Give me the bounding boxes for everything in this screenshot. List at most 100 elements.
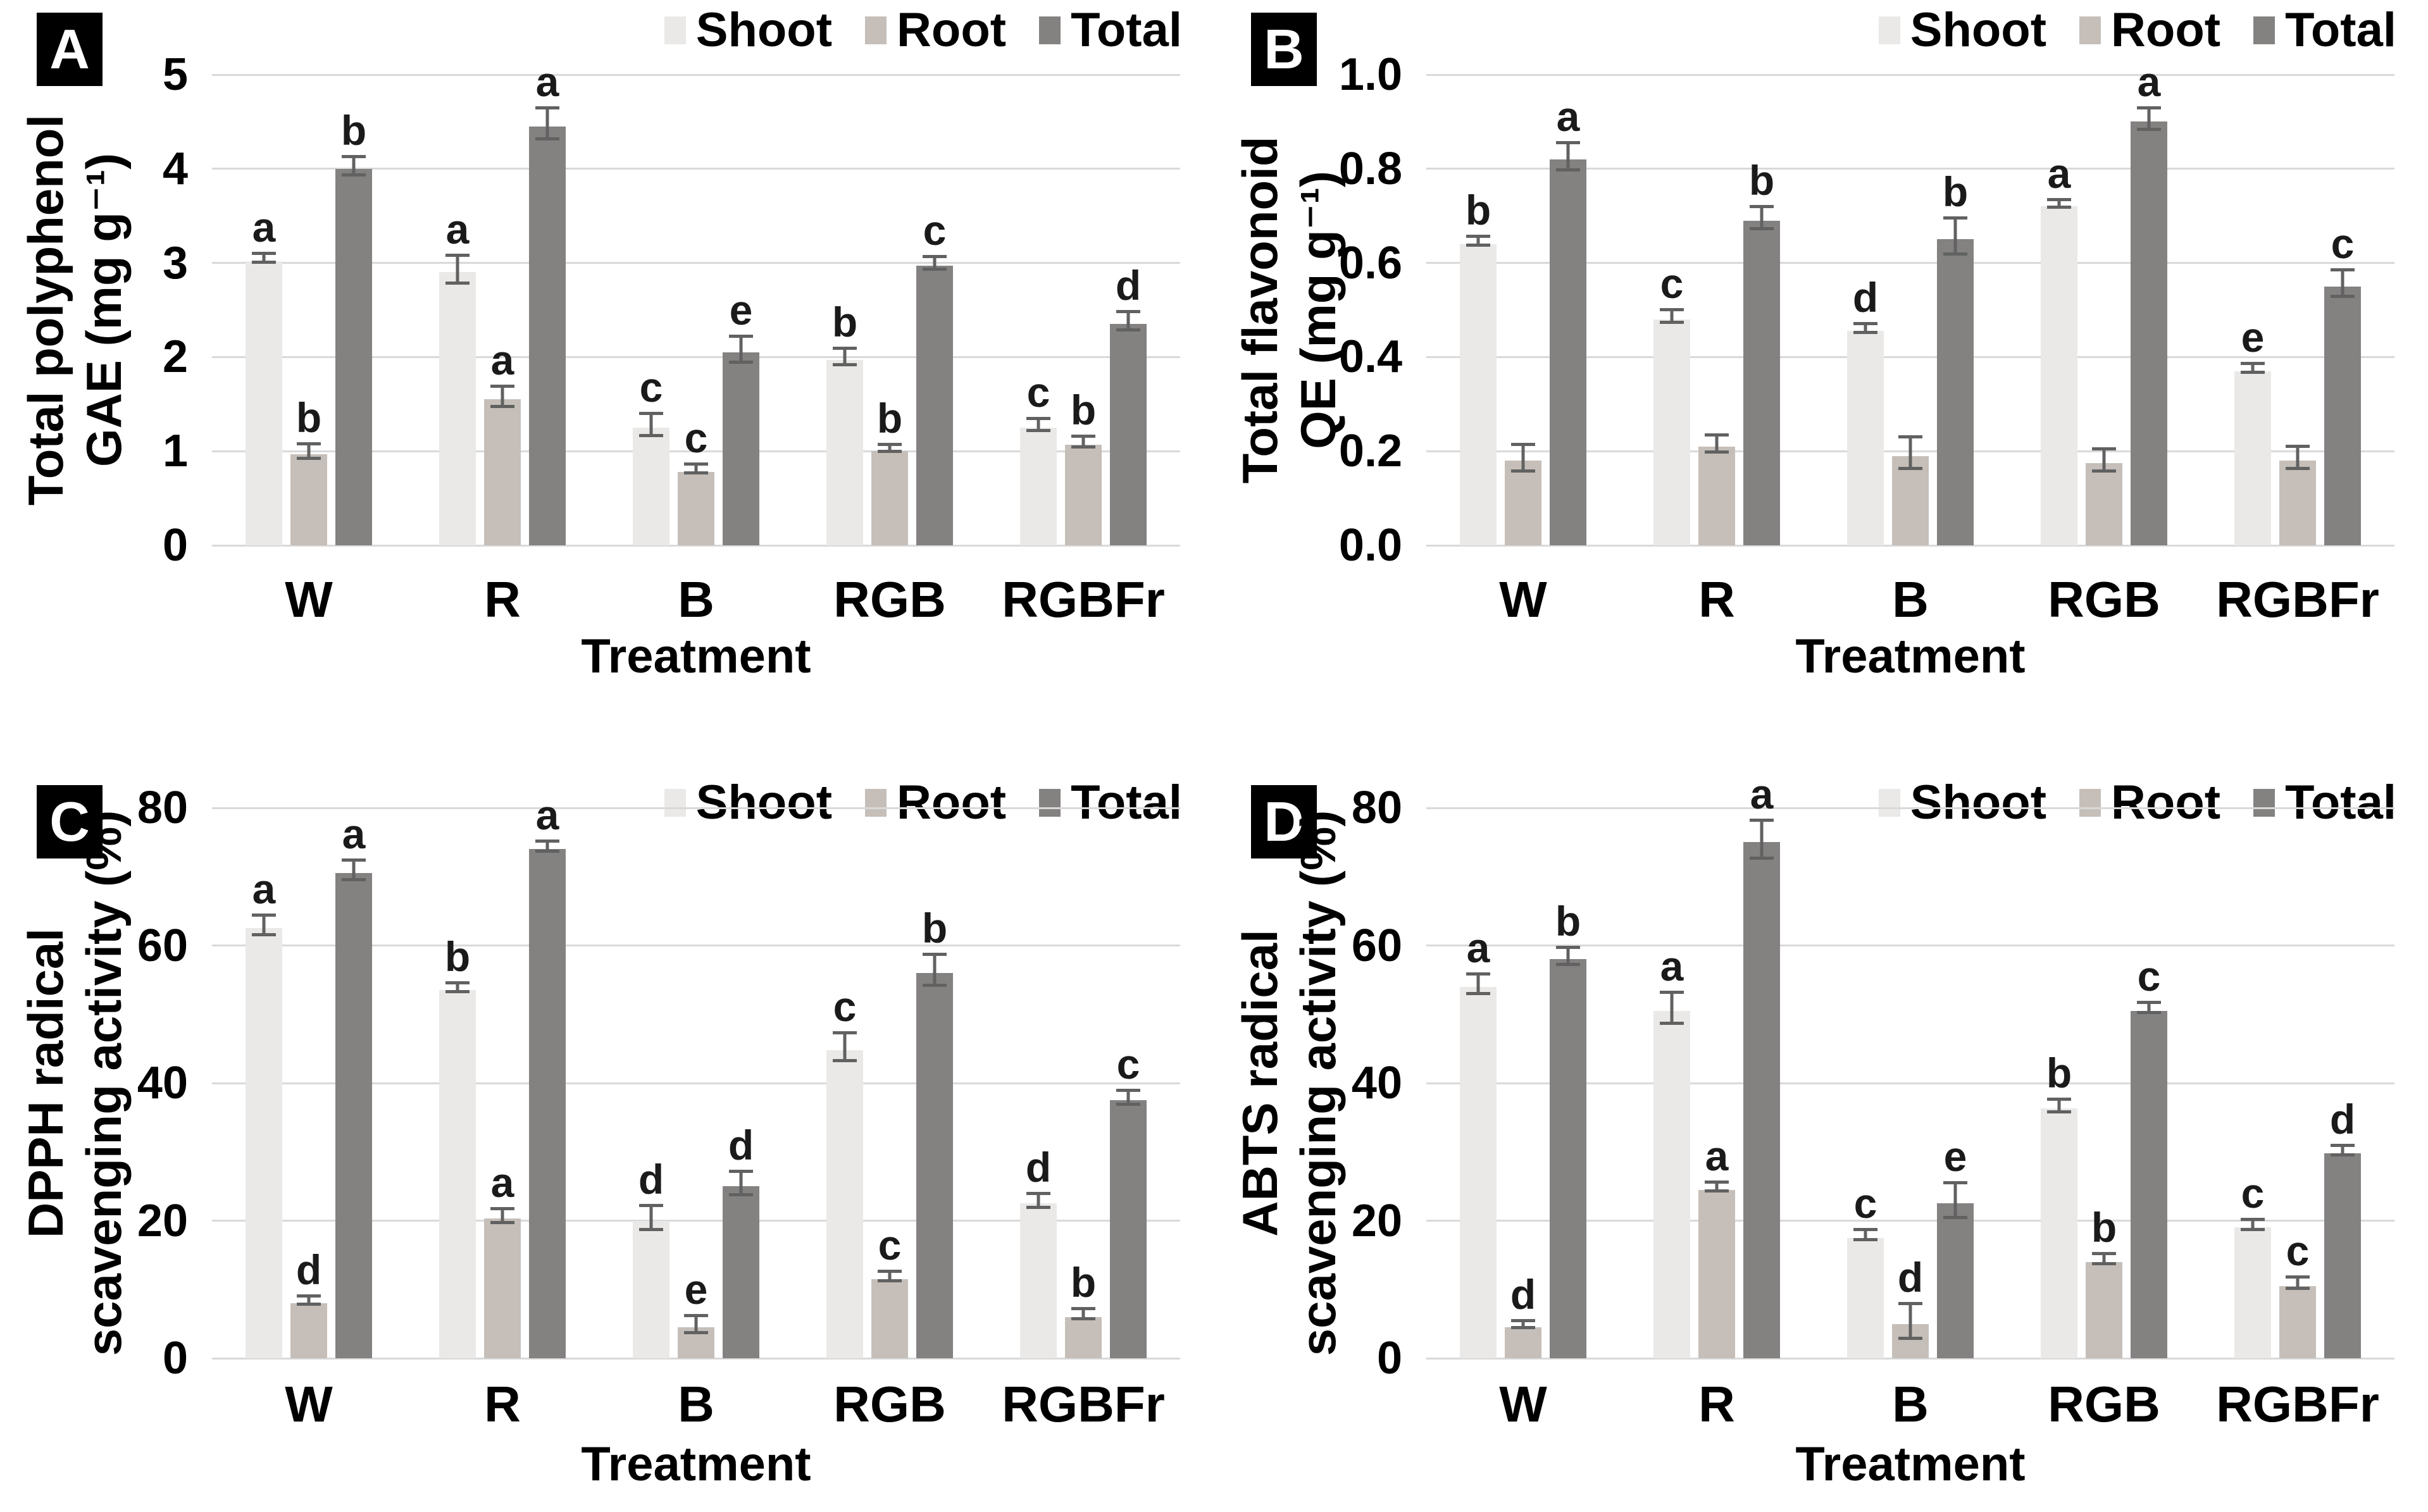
legend-label: Total [1071, 3, 1182, 57]
error-bar [1026, 416, 1050, 433]
error-bar [639, 412, 663, 437]
x-category-label-w: W [1499, 1376, 1547, 1432]
bar-root-rgb [2086, 1261, 2122, 1358]
bar-total-r [1743, 842, 1780, 1358]
x-category-label-b: B [678, 1376, 714, 1432]
bar-cell: c [1110, 808, 1147, 1358]
bar-shoot-w [1460, 244, 1497, 545]
bar-cell: a [484, 75, 521, 545]
bar-cell: a [1460, 808, 1497, 1358]
bar-root-rgbfr [2279, 1286, 2316, 1358]
bar-group-r: b a a [406, 794, 599, 1358]
y-tick-label: 80 [1351, 783, 1402, 833]
legend-label: Shoot [695, 776, 833, 829]
significance-letter: b [1070, 1259, 1097, 1306]
error-bar [1466, 972, 1490, 995]
bar-cell: a [335, 808, 372, 1358]
error-bar [297, 1294, 321, 1306]
legend-label: Shoot [1910, 3, 2047, 57]
error-bar [1853, 1228, 1877, 1242]
bar-group-r: a a a [406, 61, 599, 545]
bar-shoot-r [439, 272, 476, 545]
panel-letter-badge: C [37, 785, 103, 858]
y-tick-label: 20 [137, 1195, 188, 1246]
x-category-label-rgbfr: RGBFr [1002, 1376, 1165, 1432]
legend-item-shoot: Shoot [1878, 3, 2047, 57]
panel-letter-badge: B [1251, 13, 1317, 86]
x-category-label-rgbfr: RGBFr [1002, 571, 1165, 628]
bar-cell: c [826, 808, 863, 1358]
error-bar [833, 1031, 857, 1063]
x-category-label-b: B [1892, 1376, 1929, 1432]
significance-letter: a [535, 58, 559, 105]
x-axis-title: Treatment [1795, 1437, 2026, 1491]
significance-letter: a [1705, 1132, 1729, 1180]
significance-letter: b [444, 933, 471, 980]
error-bar [1660, 991, 1684, 1025]
error-bar [445, 254, 470, 285]
bar-total-rgb [916, 266, 953, 545]
error-bar [1943, 1181, 1967, 1220]
significance-letter: d [1115, 262, 1142, 309]
bar-cell: d [290, 808, 327, 1358]
bar-cell: b [2041, 808, 2077, 1358]
x-category-label-w: W [1499, 571, 1547, 628]
error-bar [1556, 946, 1580, 967]
bar-root-r [1698, 446, 1735, 545]
gridline [1426, 1220, 2394, 1222]
bar-total-rgbfr [1110, 1100, 1147, 1358]
bar-cell: a [439, 75, 476, 545]
significance-letter: a [1466, 924, 1490, 971]
bar-cell: d [1847, 75, 1884, 545]
error-bar [684, 1314, 708, 1334]
error-bar [252, 914, 276, 937]
error-bar [2137, 1001, 2161, 1015]
x-category-label-r: R [1698, 571, 1735, 628]
legend-swatch-root-icon [2079, 16, 2101, 44]
bar-shoot-rgbfr [1020, 1203, 1057, 1358]
bar-group-r: a a a [1620, 773, 1814, 1358]
bar-cell: b [1937, 75, 1974, 545]
y-tick-label: 1 [162, 426, 188, 477]
significance-letter: c [878, 1221, 902, 1268]
error-bar [1116, 1088, 1140, 1106]
x-axis-title: Treatment [581, 1437, 811, 1491]
bar-cell: c [633, 75, 669, 545]
x-category-label-rgbfr: RGBFr [2216, 1376, 2379, 1432]
legend-item-shoot: Shoot [664, 6, 832, 54]
error-bar [729, 335, 753, 364]
legend-label: Total [1071, 776, 1182, 829]
bar-cell: e [2234, 75, 2271, 545]
y-tick-label: 1.0 [1338, 49, 1402, 100]
x-category-label-rgb: RGB [2048, 571, 2160, 628]
gridline [212, 262, 1180, 264]
error-bar [639, 1204, 663, 1231]
bar-total-rgbfr [2324, 1153, 2361, 1358]
bar-cell: a [246, 75, 282, 545]
bar-cell: b [1065, 808, 1102, 1358]
bar-total-rgb [916, 973, 953, 1358]
significance-letter: d [638, 1156, 664, 1203]
y-tick-label: 0.0 [1338, 520, 1402, 571]
error-bar [923, 953, 947, 987]
significance-letter: c [1853, 1180, 1877, 1227]
bar-group-rgb: b b c [2007, 808, 2201, 1358]
significance-letter: e [729, 287, 753, 334]
panel-letter-badge: D [1251, 785, 1317, 858]
bar-cell: d [633, 808, 669, 1358]
bar-total-b [1937, 1203, 1974, 1358]
bar-group-rgb: b b c [793, 75, 987, 545]
bar-root-rgb [2086, 462, 2122, 545]
bar-total-r [529, 126, 566, 545]
error-bar [833, 347, 857, 367]
bar-cell: b [439, 808, 476, 1358]
legend-swatch-shoot-icon [1878, 789, 1900, 817]
gridline [1426, 1082, 2394, 1084]
error-bar [490, 384, 514, 408]
legend-item-root: Root [865, 779, 1006, 827]
significance-letter: e [2241, 314, 2265, 361]
bar-root-rgbfr [2279, 461, 2316, 545]
